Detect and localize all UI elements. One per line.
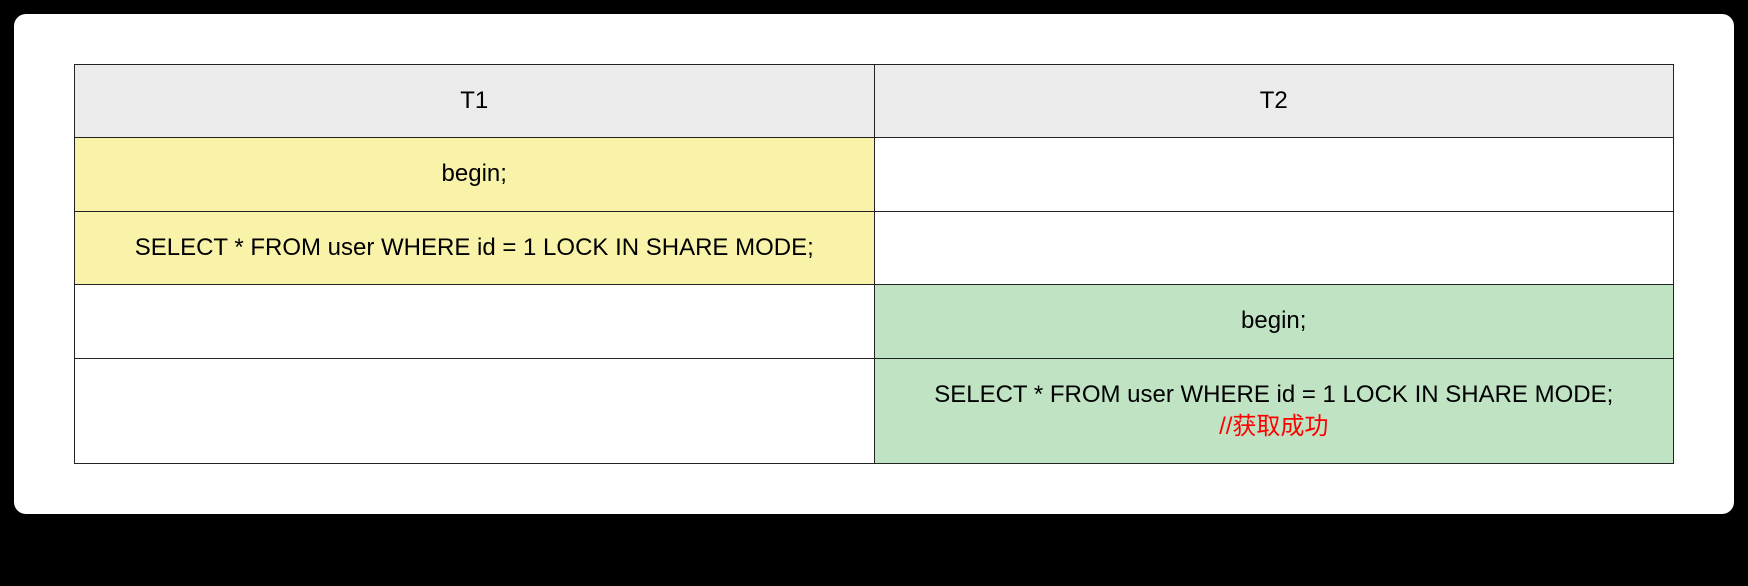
- col-header-t2: T2: [874, 65, 1674, 138]
- cell-t2: [874, 138, 1674, 211]
- transaction-table: T1 T2 begin; SELECT * FROM user WHERE id…: [74, 64, 1674, 464]
- card-container: T1 T2 begin; SELECT * FROM user WHERE id…: [14, 14, 1734, 514]
- table-header-row: T1 T2: [75, 65, 1674, 138]
- table-row: SELECT * FROM user WHERE id = 1 LOCK IN …: [75, 358, 1674, 464]
- table-row: begin;: [75, 138, 1674, 211]
- cell-t2-comment: //获取成功: [885, 411, 1664, 443]
- table-row: begin;: [75, 285, 1674, 358]
- cell-t1: begin;: [75, 138, 875, 211]
- cell-t1: [75, 358, 875, 464]
- cell-t2: begin;: [874, 285, 1674, 358]
- table-row: SELECT * FROM user WHERE id = 1 LOCK IN …: [75, 211, 1674, 284]
- cell-t2-main: SELECT * FROM user WHERE id = 1 LOCK IN …: [934, 381, 1613, 408]
- cell-t2: SELECT * FROM user WHERE id = 1 LOCK IN …: [874, 358, 1674, 464]
- cell-t2: [874, 211, 1674, 284]
- cell-t1: SELECT * FROM user WHERE id = 1 LOCK IN …: [75, 211, 875, 284]
- col-header-t1: T1: [75, 65, 875, 138]
- cell-t1: [75, 285, 875, 358]
